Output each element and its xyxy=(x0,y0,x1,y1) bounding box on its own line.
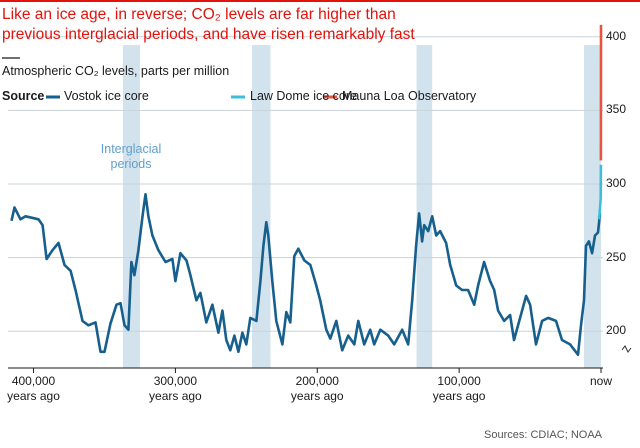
series-line xyxy=(10,193,602,356)
y-tick-label: 300 xyxy=(606,175,627,190)
y-tick-label: 400 xyxy=(606,28,627,43)
legend-title: Source xyxy=(2,89,45,103)
source-note: Sources: CDIAC; NOAA xyxy=(484,429,602,441)
series-line xyxy=(597,164,603,220)
y-tick-label: 350 xyxy=(606,102,627,117)
shaded-region xyxy=(416,45,433,368)
top-rule xyxy=(0,0,640,2)
legend-label: Law Dome ice core xyxy=(250,89,357,103)
x-tick-label: 100,000 years ago xyxy=(432,374,486,403)
legend-label: Mauna Loa Observatory xyxy=(342,89,477,103)
axis-break xyxy=(621,345,632,353)
x-tick-label: 300,000 years ago xyxy=(149,374,202,403)
x-tick-label: now xyxy=(589,374,612,388)
shaded-region xyxy=(122,45,140,368)
x-tick-label: 400,000 years ago xyxy=(7,374,60,403)
y-tick-label: 250 xyxy=(606,249,627,264)
shaded-region xyxy=(583,45,601,368)
legend-label: Vostok ice core xyxy=(64,89,149,103)
shaded-region xyxy=(252,45,271,368)
chart-title: Like an ice age, in reverse; CO₂ levels … xyxy=(2,6,415,43)
annotation: Interglacial periods xyxy=(100,142,162,171)
chart-subtitle: Atmospheric CO₂ levels, parts per millio… xyxy=(2,64,230,78)
y-tick-label: 200 xyxy=(606,323,627,338)
x-tick-label: 200,000 years ago xyxy=(290,374,344,403)
